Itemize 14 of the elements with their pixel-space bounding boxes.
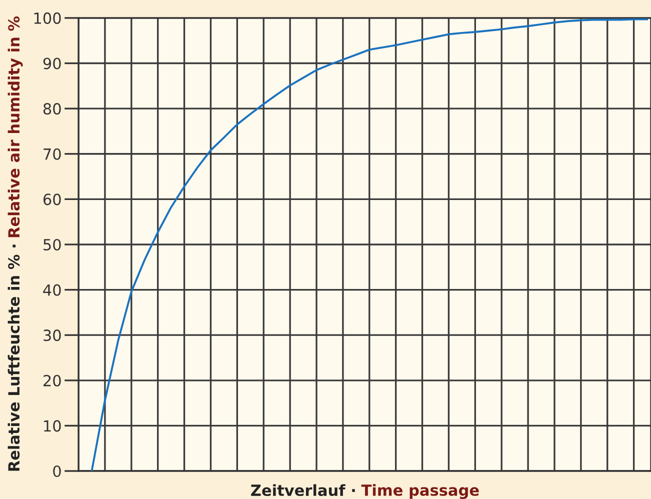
x-axis-title: Zeitverlauf · Time passage [251, 484, 479, 499]
y-tick-label: 80 [43, 103, 61, 115]
y-tick-label: 90 [43, 58, 61, 70]
y-tick-label: 0 [53, 465, 61, 478]
line-series [90, 18, 648, 472]
y-tick-label: 50 [44, 238, 61, 251]
y-tick-label: 10 [44, 420, 61, 432]
y-axis-title: Relative Luftfeuchte in % · Relative air humidity in % [8, 16, 23, 471]
y-tick-label: 70 [44, 148, 61, 160]
y-tick-label: 100 [34, 12, 61, 24]
y-tick-label: 60 [43, 194, 61, 206]
y-tick-label: 40 [43, 284, 61, 296]
y-tick-label: 20 [44, 374, 61, 386]
y-tick-label: 30 [44, 330, 61, 342]
